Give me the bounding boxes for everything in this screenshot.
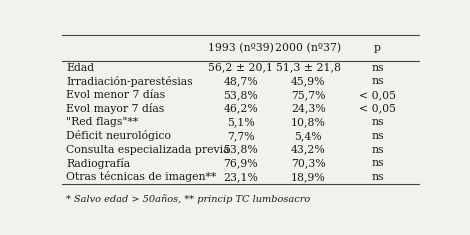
Text: Edad: Edad	[66, 63, 94, 73]
Text: 43,2%: 43,2%	[291, 145, 326, 155]
Text: Radiografía: Radiografía	[66, 158, 130, 169]
Text: p: p	[374, 43, 381, 53]
Text: 10,8%: 10,8%	[291, 117, 326, 127]
Text: ns: ns	[371, 145, 384, 155]
Text: 53,8%: 53,8%	[224, 145, 258, 155]
Text: 51,3 ± 21,8: 51,3 ± 21,8	[276, 63, 341, 73]
Text: 18,9%: 18,9%	[291, 172, 326, 182]
Text: 70,3%: 70,3%	[291, 158, 326, 168]
Text: ns: ns	[371, 76, 384, 86]
Text: Consulta especializada previa: Consulta especializada previa	[66, 145, 229, 155]
Text: 5,4%: 5,4%	[294, 131, 322, 141]
Text: 46,2%: 46,2%	[224, 104, 258, 114]
Text: 56,2 ± 20,1: 56,2 ± 20,1	[208, 63, 274, 73]
Text: Evol menor 7 días: Evol menor 7 días	[66, 90, 165, 100]
Text: 24,3%: 24,3%	[291, 104, 326, 114]
Text: 53,8%: 53,8%	[224, 90, 258, 100]
Text: "Red flags"**: "Red flags"**	[66, 117, 138, 127]
Text: Déficit neurológico: Déficit neurológico	[66, 130, 171, 141]
Text: Otras técnicas de imagen**: Otras técnicas de imagen**	[66, 172, 216, 183]
Text: 45,9%: 45,9%	[291, 76, 326, 86]
Text: Irradiación-parestésias: Irradiación-parestésias	[66, 76, 193, 87]
Text: < 0,05: < 0,05	[359, 104, 396, 114]
Text: 76,9%: 76,9%	[224, 158, 258, 168]
Text: ns: ns	[371, 131, 384, 141]
Text: 5,1%: 5,1%	[227, 117, 255, 127]
Text: 7,7%: 7,7%	[227, 131, 255, 141]
Text: 1993 (nº39): 1993 (nº39)	[208, 43, 274, 53]
Text: * Salvo edad > 50años, ** princip TC lumbosacro: * Salvo edad > 50años, ** princip TC lum…	[66, 194, 310, 204]
Text: ns: ns	[371, 158, 384, 168]
Text: 48,7%: 48,7%	[224, 76, 258, 86]
Text: ns: ns	[371, 172, 384, 182]
Text: 2000 (nº37): 2000 (nº37)	[275, 43, 341, 53]
Text: 23,1%: 23,1%	[223, 172, 258, 182]
Text: < 0,05: < 0,05	[359, 90, 396, 100]
Text: ns: ns	[371, 117, 384, 127]
Text: ns: ns	[371, 63, 384, 73]
Text: 75,7%: 75,7%	[291, 90, 326, 100]
Text: Evol mayor 7 días: Evol mayor 7 días	[66, 103, 164, 114]
